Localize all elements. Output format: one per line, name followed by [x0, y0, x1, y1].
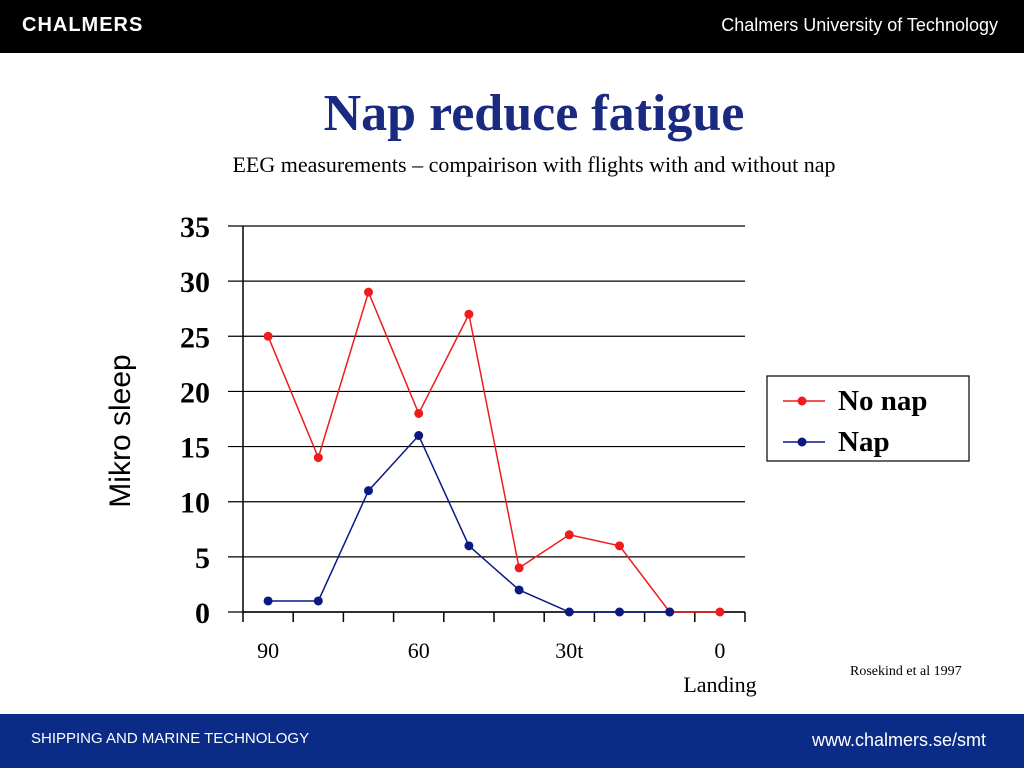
department-name: SHIPPING AND MARINE TECHNOLOGY	[31, 730, 310, 747]
x-tick-labels: 90 60 30t 0	[257, 638, 725, 663]
point-no-nap-2	[364, 287, 373, 297]
x-tick-label-90: 90	[257, 638, 279, 663]
y-tick-label-10: 10	[180, 487, 210, 520]
series-line-nap	[268, 434, 670, 613]
slide-subtitle: EEG measurements – compairison with flig…	[232, 152, 836, 177]
y-tick-labels: 0 5 10 15 20 25 30 35	[180, 211, 210, 630]
citation: Rosekind et al 1997	[850, 664, 962, 679]
legend-label-no-nap: No nap	[838, 385, 927, 417]
series-line-no-nap	[267, 289, 720, 613]
x-tick-label-30t: 30t	[555, 638, 583, 663]
point-no-nap-0	[263, 331, 273, 341]
y-axis-label: Mikro sleep	[104, 354, 137, 507]
y-tick-label-0: 0	[195, 597, 210, 630]
point-no-nap-6	[564, 530, 574, 540]
x-axis-label: Landing	[683, 672, 756, 697]
x-tick-label-60: 60	[408, 638, 430, 663]
slide-title: Nap reduce fatigue	[323, 85, 745, 142]
legend-box	[766, 375, 970, 462]
axes	[242, 226, 746, 622]
point-nap-8	[665, 607, 675, 617]
legend-marker-no-nap	[797, 396, 807, 406]
grid-lines	[228, 225, 745, 613]
point-nap-5	[514, 585, 524, 595]
brand-logo: CHALMERS	[22, 14, 144, 36]
website-url: www.chalmers.se/smt	[811, 730, 986, 750]
legend-label-nap: Nap	[838, 426, 890, 458]
point-nap-7	[615, 607, 624, 617]
legend-marker-nap	[797, 437, 807, 447]
x-tick-label-0: 0	[714, 638, 725, 663]
point-nap-0	[263, 596, 273, 606]
y-tick-label-20: 20	[180, 376, 210, 409]
y-tick-label-25: 25	[180, 321, 210, 354]
series-group	[263, 287, 725, 617]
header-bar: CHALMERS Chalmers University of Technolo…	[0, 0, 1024, 53]
point-no-nap-4	[464, 309, 474, 319]
university-name: Chalmers University of Technology	[721, 15, 998, 35]
point-nap-3	[414, 431, 424, 441]
point-no-nap-3	[414, 408, 424, 418]
y-tick-label-30: 30	[180, 266, 210, 299]
point-nap-1	[313, 596, 323, 606]
y-tick-label-15: 15	[180, 432, 210, 465]
point-nap-4	[464, 541, 474, 551]
point-nap-2	[364, 486, 373, 496]
point-no-nap-5	[514, 563, 524, 573]
legend: No nap Nap	[766, 375, 970, 462]
point-no-nap-1	[313, 453, 323, 463]
footer-bar: SHIPPING AND MARINE TECHNOLOGY www.chalm…	[0, 714, 1024, 768]
y-tick-label-5: 5	[195, 542, 210, 575]
y-tick-label-35: 35	[180, 211, 210, 244]
point-no-nap-9	[715, 607, 725, 617]
point-nap-6	[564, 607, 574, 617]
point-no-nap-7	[615, 541, 624, 551]
